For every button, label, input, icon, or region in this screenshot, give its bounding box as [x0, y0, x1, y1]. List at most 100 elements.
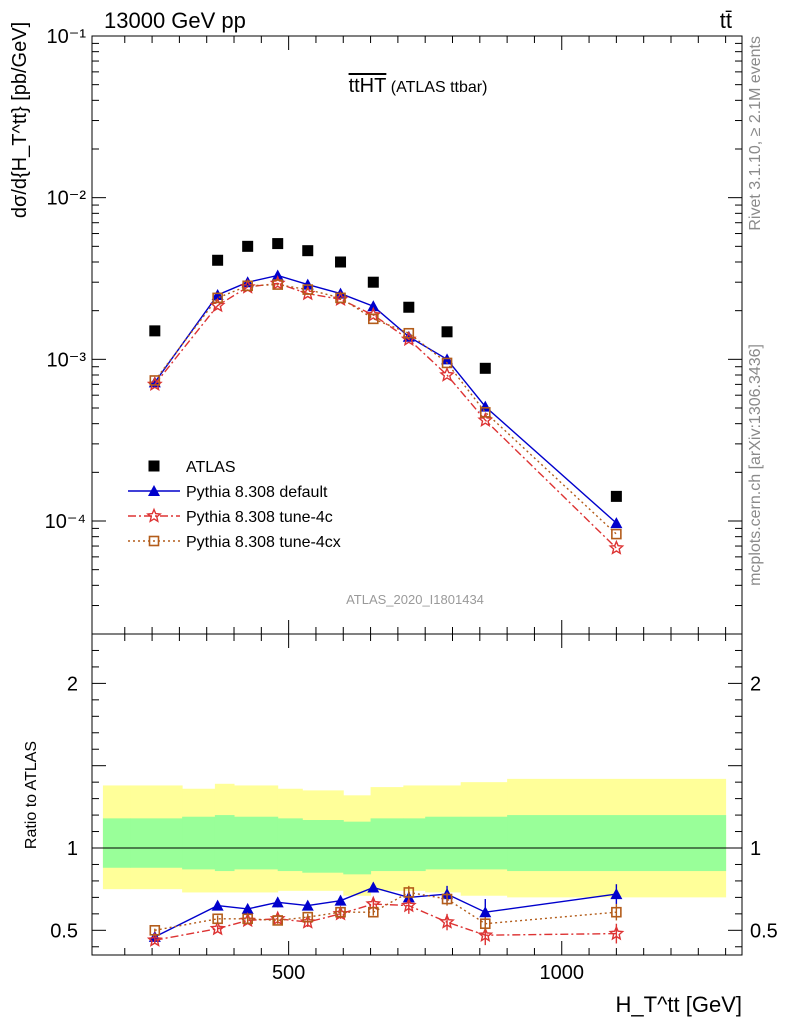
- data-point: [271, 269, 284, 281]
- data-point: [610, 490, 622, 502]
- legend-item-2: Pythia 8.308 tune-4c: [128, 507, 333, 526]
- band-green-segment: [234, 816, 279, 870]
- ratio-panel: Ratio to ATLAS 0.5 0.5 1 1 2 2 500 1000: [23, 633, 778, 984]
- ratio-y-tick-label: 2: [67, 673, 78, 695]
- data-point: [272, 279, 284, 290]
- ratio-y-tick-label: 0.5: [750, 920, 778, 942]
- mcplots-label: mcplots.cern.ch [arXiv:1306.3436]: [747, 344, 764, 586]
- ratio-series-0: [148, 881, 623, 942]
- data-point: [441, 326, 453, 338]
- ratio-point: [149, 925, 161, 936]
- ratio-point: [610, 888, 623, 900]
- data-point: [477, 411, 494, 427]
- data-point: [402, 330, 415, 342]
- ratio-point: [334, 894, 347, 906]
- legend: ATLAS Pythia 8.308 default Pythia 8.308 tu…: [128, 459, 341, 551]
- band-green-segment: [214, 815, 235, 872]
- data-point: [335, 256, 347, 268]
- main-panel: ttHT (ATLAS ttbar) ATLAS_2020_I1801434 d…: [9, 22, 743, 635]
- data-point: [441, 357, 453, 369]
- ratio-point: [611, 906, 622, 918]
- band-green-segment: [182, 816, 216, 870]
- ratio-point: [146, 931, 163, 947]
- data-point: [403, 327, 415, 339]
- data-point: [149, 375, 161, 386]
- legend-item-1: Pythia 8.308 default: [128, 484, 328, 501]
- data-point: [610, 517, 623, 529]
- ratio-point: [211, 899, 224, 911]
- rivet-label: Rivet 3.1.10, ≥ 2.1M events: [747, 36, 764, 231]
- ratio-ylabel: Ratio to ATLAS: [23, 741, 40, 849]
- legend-marker: [148, 485, 160, 496]
- band-green-segment: [460, 816, 508, 870]
- main-title-main: ttHT: [349, 75, 387, 97]
- data-point: [242, 280, 253, 292]
- ratio-point: [271, 896, 284, 908]
- band-green-segment: [130, 818, 183, 868]
- ratio-point: [477, 926, 494, 942]
- series-0: [149, 238, 622, 502]
- data-point: [367, 300, 380, 312]
- x-axis-label: H_T^tt [GeV]: [616, 992, 742, 1017]
- band-green-segment: [507, 815, 727, 872]
- ratio-point: [479, 906, 492, 918]
- data-point: [608, 539, 625, 555]
- ratio-point: [301, 899, 314, 911]
- band-green-segment: [302, 820, 344, 873]
- y-tick-label: 10⁻³: [47, 349, 87, 371]
- band-green-segment: [425, 816, 462, 870]
- main-title: ttHT (ATLAS ttbar): [349, 75, 488, 97]
- x-tick-label: 500: [272, 962, 305, 984]
- data-point: [365, 306, 382, 322]
- y-tick-label: 10⁻¹: [47, 26, 87, 48]
- ratio-point: [439, 913, 455, 929]
- band-green-segment: [370, 818, 404, 872]
- series-3: [149, 279, 622, 540]
- ratio-point: [241, 902, 254, 914]
- main-title-sub: (ATLAS ttbar): [391, 79, 488, 96]
- x-tick-label: 1000: [539, 962, 584, 984]
- ratio-point: [212, 913, 223, 925]
- ratio-line: [154, 903, 617, 941]
- legend-marker: [148, 460, 160, 472]
- ratio-point: [608, 925, 625, 941]
- y-tick-label: 10⁻²: [47, 188, 87, 210]
- data-point: [242, 240, 254, 252]
- ratio-y-tick-label: 1: [67, 838, 78, 860]
- legend-label: Pythia 8.308 tune-4c: [186, 509, 333, 526]
- ratio-point: [367, 881, 380, 893]
- ratio-frame: [91, 633, 743, 956]
- legend-label: Pythia 8.308 tune-4cx: [186, 534, 341, 551]
- data-point: [272, 238, 284, 250]
- data-point: [367, 276, 379, 288]
- series-line: [154, 282, 617, 549]
- legend-label: ATLAS: [186, 459, 236, 476]
- data-point: [335, 292, 346, 304]
- ratio-point: [335, 906, 346, 918]
- data-point: [301, 278, 314, 290]
- data-point: [479, 362, 491, 374]
- ratio-point: [400, 897, 417, 913]
- data-point: [403, 301, 415, 313]
- legend-item-3: Pythia 8.308 tune-4cx: [128, 534, 341, 551]
- ratio-series-2: [149, 885, 622, 936]
- process-label: tt̄: [720, 8, 732, 33]
- ratio-point: [302, 911, 314, 923]
- band-green-segment: [277, 818, 303, 872]
- y-tick-label: 10⁻⁴: [45, 511, 86, 533]
- main-ylabel: dσ/d{H_T^tt} [pb/GeV]: [9, 22, 31, 218]
- ratio-axes: 0.5 0.5 1 1 2 2 500 1000: [50, 633, 778, 984]
- ratio-point: [403, 887, 415, 898]
- ratio-point: [441, 893, 453, 905]
- ratio-point: [368, 906, 379, 918]
- data-point: [368, 313, 379, 325]
- data-point: [212, 292, 223, 304]
- data-point: [439, 366, 455, 382]
- main-axes: 10⁻⁴ 10⁻³ 10⁻² 10⁻¹: [45, 26, 743, 635]
- ref-label: ATLAS_2020_I1801434: [346, 592, 484, 607]
- ratio-y-tick-label: 1: [750, 838, 761, 860]
- ratio-point: [209, 920, 226, 936]
- data-point: [302, 284, 314, 295]
- ratio-y-tick-label: 2: [750, 673, 761, 695]
